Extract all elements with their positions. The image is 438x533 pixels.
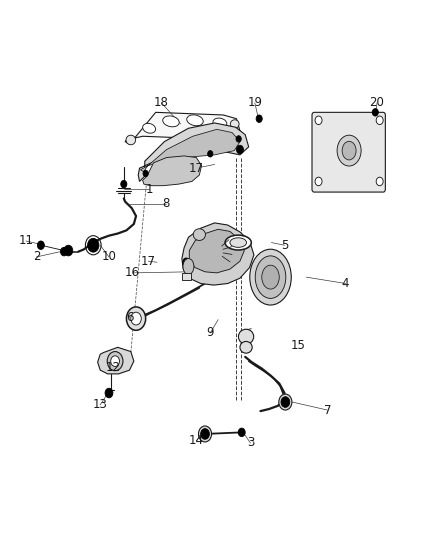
Text: 16: 16 — [125, 266, 140, 279]
Text: 10: 10 — [102, 251, 117, 263]
Polygon shape — [182, 273, 191, 280]
Text: 19: 19 — [247, 96, 262, 109]
Circle shape — [64, 245, 73, 256]
Ellipse shape — [163, 116, 179, 127]
Circle shape — [105, 388, 113, 398]
Text: 5: 5 — [281, 239, 288, 252]
Ellipse shape — [238, 329, 254, 344]
Text: 2: 2 — [33, 251, 40, 263]
Text: 14: 14 — [189, 434, 204, 447]
Circle shape — [315, 177, 322, 185]
Ellipse shape — [183, 259, 194, 274]
Polygon shape — [98, 348, 134, 374]
Text: 4: 4 — [342, 277, 350, 290]
Circle shape — [183, 258, 190, 266]
Text: 20: 20 — [370, 96, 385, 109]
Circle shape — [131, 312, 141, 325]
FancyBboxPatch shape — [312, 112, 385, 192]
Circle shape — [279, 394, 292, 410]
Polygon shape — [138, 123, 249, 181]
Circle shape — [237, 146, 244, 154]
Ellipse shape — [250, 249, 291, 305]
Text: 13: 13 — [93, 398, 108, 411]
Circle shape — [198, 426, 212, 442]
Polygon shape — [182, 223, 254, 285]
Circle shape — [372, 109, 378, 116]
Circle shape — [236, 136, 241, 142]
Circle shape — [60, 247, 67, 256]
Ellipse shape — [337, 135, 361, 166]
Ellipse shape — [342, 141, 356, 160]
Circle shape — [256, 115, 262, 123]
Ellipse shape — [255, 256, 286, 298]
Circle shape — [111, 356, 120, 367]
Text: 18: 18 — [154, 96, 169, 109]
Ellipse shape — [143, 123, 155, 133]
Ellipse shape — [230, 238, 247, 247]
Text: 8: 8 — [162, 197, 170, 211]
Circle shape — [376, 177, 383, 185]
Text: 1: 1 — [145, 183, 153, 196]
Text: 15: 15 — [291, 338, 306, 352]
Text: 17: 17 — [141, 255, 156, 268]
Circle shape — [315, 116, 322, 125]
Ellipse shape — [126, 135, 136, 145]
Ellipse shape — [225, 235, 251, 250]
Circle shape — [143, 170, 148, 176]
Circle shape — [281, 397, 290, 407]
Text: 3: 3 — [247, 437, 254, 449]
Polygon shape — [143, 156, 201, 185]
Polygon shape — [189, 229, 244, 273]
Text: 7: 7 — [324, 403, 331, 416]
Text: 12: 12 — [106, 361, 121, 374]
Circle shape — [127, 307, 146, 330]
Text: 6: 6 — [126, 311, 133, 324]
Ellipse shape — [213, 118, 227, 128]
Ellipse shape — [187, 115, 203, 126]
Text: 11: 11 — [18, 235, 34, 247]
Circle shape — [121, 180, 127, 188]
Circle shape — [201, 429, 209, 439]
Text: 9: 9 — [207, 326, 214, 340]
Ellipse shape — [193, 229, 205, 240]
Ellipse shape — [262, 265, 279, 289]
Circle shape — [37, 241, 44, 249]
Polygon shape — [141, 130, 240, 172]
Ellipse shape — [240, 342, 252, 353]
Circle shape — [238, 428, 245, 437]
Ellipse shape — [230, 120, 239, 128]
Circle shape — [376, 116, 383, 125]
Circle shape — [208, 151, 213, 157]
Polygon shape — [125, 112, 240, 144]
Circle shape — [88, 238, 99, 252]
Text: 17: 17 — [189, 161, 204, 175]
Circle shape — [107, 352, 123, 370]
